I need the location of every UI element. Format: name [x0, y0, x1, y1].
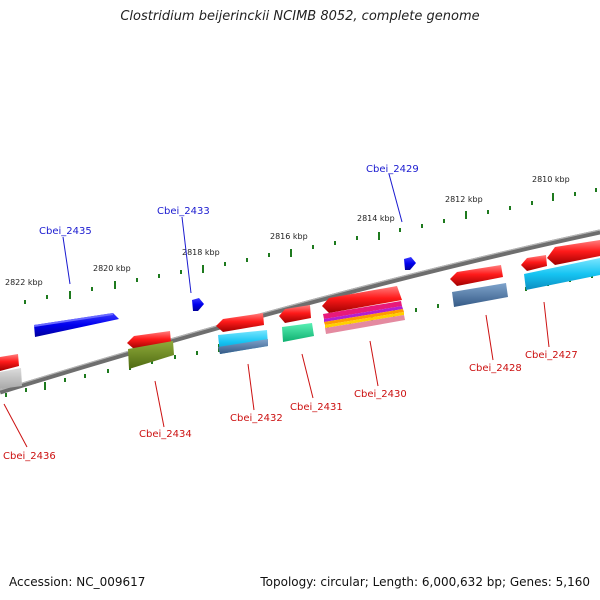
scale-label-2814: 2814 kbp	[357, 214, 395, 223]
label-cbei-2434[interactable]: Cbei_2434	[139, 429, 192, 440]
scale-label-2818: 2818 kbp	[182, 248, 220, 257]
genome-backbone	[0, 229, 600, 395]
leader-cbei-2427	[543, 301, 550, 348]
gene-cbei-2428[interactable]	[450, 265, 508, 307]
leader-cbei-2431	[301, 353, 314, 399]
gene-cbei-2429[interactable]	[404, 257, 416, 270]
label-cbei-2428[interactable]: Cbei_2428	[469, 363, 522, 374]
gene-cbei-2433[interactable]	[192, 298, 204, 311]
gene-cbei-2435[interactable]	[34, 313, 119, 337]
scale-label-2822: 2822 kbp	[5, 278, 43, 287]
scale-label-2810: 2810 kbp	[532, 175, 570, 184]
leader-cbei-2435	[62, 236, 71, 285]
label-cbei-2431[interactable]: Cbei_2431	[290, 402, 343, 413]
gene-cbei-2427[interactable]	[521, 240, 600, 290]
leader-cbei-2434	[154, 380, 165, 428]
leader-cbei-2430	[369, 340, 379, 387]
gene-cbei-2436[interactable]	[0, 354, 22, 389]
scale-label-2820: 2820 kbp	[93, 264, 131, 273]
scale-label-2812: 2812 kbp	[445, 195, 483, 204]
gene-cbei-2430[interactable]	[322, 286, 405, 334]
map-title: Clostridium beijerinckii NCIMB 8052, com…	[120, 9, 480, 24]
leader-cbei-2428	[485, 314, 494, 361]
label-cbei-2430[interactable]: Cbei_2430	[354, 389, 407, 400]
leader-cbei-2436	[3, 403, 28, 448]
scale-label-2816: 2816 kbp	[270, 232, 308, 241]
outer-tick-track	[24, 188, 597, 304]
label-cbei-2432[interactable]: Cbei_2432	[230, 413, 283, 424]
genome-summary-text: Topology: circular; Length: 6,000,632 bp…	[260, 575, 590, 589]
leader-cbei-2432	[247, 363, 255, 411]
leader-cbei-2433	[181, 216, 192, 294]
label-cbei-2427[interactable]: Cbei_2427	[525, 350, 578, 361]
leader-cbei-2429	[388, 173, 403, 223]
gene-cbei-2434[interactable]	[127, 331, 174, 369]
label-cbei-2429[interactable]: Cbei_2429	[366, 164, 419, 175]
label-cbei-2436[interactable]: Cbei_2436	[3, 451, 56, 462]
gene-cbei-2432[interactable]	[216, 313, 268, 354]
label-cbei-2433[interactable]: Cbei_2433	[157, 206, 210, 217]
gene-cbei-2431[interactable]	[279, 305, 314, 342]
label-cbei-2435[interactable]: Cbei_2435	[39, 226, 92, 237]
accession-text: Accession: NC_009617	[9, 575, 146, 589]
